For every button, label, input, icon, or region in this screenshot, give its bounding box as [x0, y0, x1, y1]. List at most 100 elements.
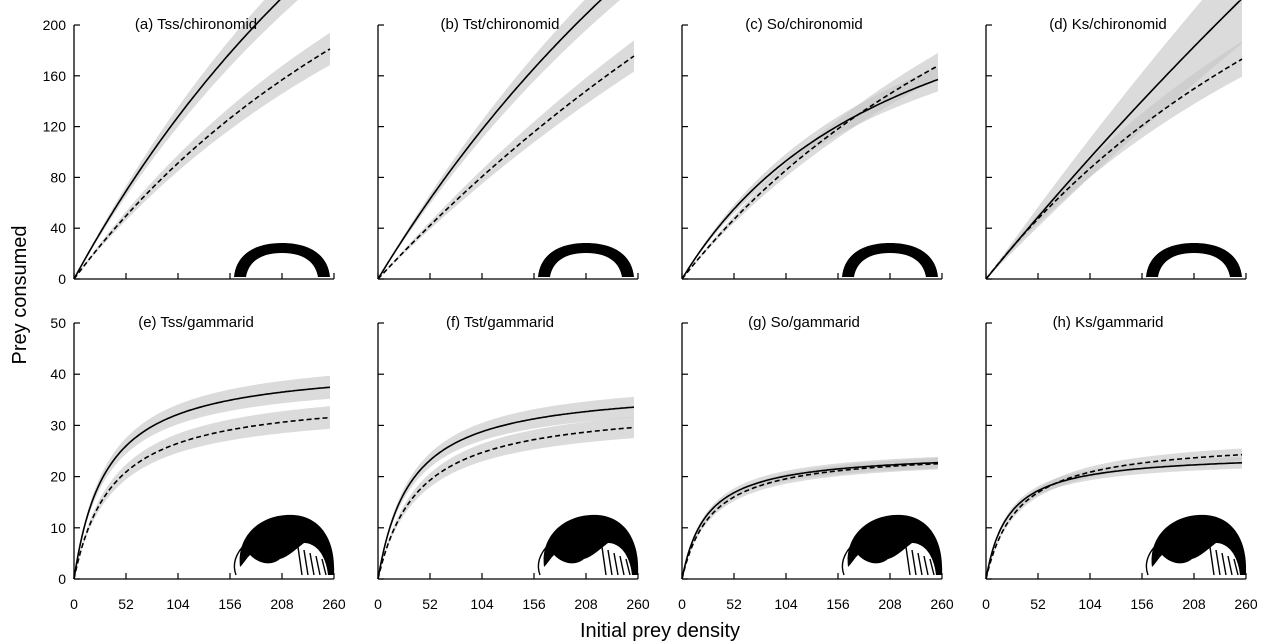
dashed-series-line: [73, 416, 331, 580]
confidence-band: [986, 41, 1242, 279]
gammarid-leg-icon: [613, 552, 619, 576]
confidence-band: [74, 375, 330, 579]
solid-series-line: [681, 78, 939, 280]
gammarid-leg-icon: [297, 546, 303, 576]
x-tick-label: 260: [930, 596, 954, 612]
solid-series-line: [73, 386, 331, 580]
gammarid-leg-icon: [905, 546, 911, 576]
gammarid-antenna-icon: [1145, 542, 1159, 576]
gammarid-claw-icon: [875, 546, 893, 556]
gammarid-leg-icon: [607, 549, 613, 576]
solid-series-line: [681, 461, 938, 580]
panel-title: (b) Tst/chironomid: [441, 16, 560, 33]
gammarid-leg-icon: [1215, 549, 1221, 576]
chart-panel: (d) Ks/chironomid: [985, 0, 1247, 280]
chart-panel: 0 52 104 156 208 260 (f) Tst/gammarid: [374, 314, 650, 612]
dashed-series-line: [73, 48, 331, 280]
dashed-series-line: [377, 426, 635, 580]
y-tick-label: 40: [50, 366, 66, 382]
x-axis-title: Initial prey density: [580, 620, 740, 642]
x-tick-label: 156: [218, 596, 242, 612]
chironomid-silhouette-icon: [538, 243, 634, 277]
x-tick-label: 0: [374, 596, 382, 612]
y-tick-label: 200: [43, 17, 67, 33]
gammarid-antenna-icon: [841, 542, 855, 576]
chart-panel: (c) So/chironomid: [681, 16, 943, 280]
y-tick-label: 30: [50, 417, 66, 433]
chironomid-silhouette-icon: [234, 243, 330, 277]
panel-title: (g) So/gammarid: [748, 314, 860, 331]
chart-panel: 0 52 104 156 208 260 (h) Ks/gammarid: [982, 314, 1258, 612]
panel-title: (c) So/chironomid: [745, 16, 863, 33]
gammarid-claw-icon: [571, 546, 589, 556]
x-tick-label: 52: [118, 596, 134, 612]
chart-panel: 0 52 104 156 208 260 (g) So/gammarid: [678, 314, 954, 612]
gammarid-silhouette-icon: [847, 514, 943, 575]
panel-title: (d) Ks/chironomid: [1049, 16, 1167, 33]
confidence-band: [682, 53, 938, 279]
dashed-series-line: [681, 65, 939, 280]
gammarid-leg-icon: [619, 555, 625, 576]
gammarid-leg-icon: [1209, 546, 1215, 576]
x-tick-label: 52: [726, 596, 742, 612]
x-tick-label: 208: [1182, 596, 1206, 612]
dashed-series-line: [681, 462, 939, 580]
gammarid-leg-icon: [1221, 552, 1227, 576]
dashed-series-line: [985, 58, 1243, 280]
x-tick-label: 0: [678, 596, 686, 612]
x-tick-label: 0: [70, 596, 78, 612]
dashed-series-line: [377, 55, 635, 280]
gammarid-leg-icon: [309, 552, 315, 576]
chart-panel: 0 10 20 30 40 50 0 52 104 156 208 260 (e) Tss/gammar…: [50, 314, 345, 612]
x-tick-label: 208: [270, 596, 294, 612]
gammarid-leg-icon: [601, 546, 607, 576]
gammarid-leg-icon: [1233, 558, 1239, 576]
x-tick-label: 156: [522, 596, 546, 612]
panel-title: (h) Ks/gammarid: [1053, 314, 1164, 331]
x-tick-label: 208: [878, 596, 902, 612]
solid-series-line: [73, 0, 281, 280]
gammarid-leg-icon: [917, 552, 923, 576]
x-tick-label: 260: [322, 596, 346, 612]
y-tick-label: 50: [50, 315, 66, 331]
chart-panel: (b) Tst/chironomid: [377, 0, 639, 280]
x-tick-label: 52: [1030, 596, 1046, 612]
gammarid-leg-icon: [923, 555, 929, 576]
gammarid-silhouette-icon: [239, 514, 335, 575]
gammarid-leg-icon: [625, 558, 631, 576]
x-tick-label: 104: [470, 596, 494, 612]
gammarid-silhouette-icon: [1151, 514, 1247, 575]
y-tick-label: 160: [43, 68, 67, 84]
x-tick-label: 0: [982, 596, 990, 612]
y-tick-label: 20: [50, 469, 66, 485]
x-tick-label: 260: [626, 596, 650, 612]
gammarid-claw-icon: [1179, 546, 1197, 556]
panel-title: (a) Tss/chironomid: [135, 16, 257, 33]
solid-series-line: [985, 461, 1242, 580]
x-tick-label: 104: [774, 596, 798, 612]
gammarid-leg-icon: [911, 549, 917, 576]
x-tick-label: 156: [1130, 596, 1154, 612]
confidence-band: [378, 416, 634, 579]
chart-panel: 0 40 80 120 160 200 (a) Tss/chironomid: [43, 0, 335, 287]
gammarid-leg-icon: [321, 558, 327, 576]
gammarid-leg-icon: [315, 555, 321, 576]
y-tick-label: 10: [50, 520, 66, 536]
chironomid-silhouette-icon: [842, 243, 938, 277]
confidence-band: [682, 457, 938, 579]
x-tick-label: 52: [422, 596, 438, 612]
y-tick-label: 0: [58, 571, 66, 587]
x-tick-label: 156: [826, 596, 850, 612]
chironomid-silhouette-icon: [1146, 243, 1242, 277]
dashed-series-line: [985, 453, 1243, 580]
panel-title: (f) Tst/gammarid: [446, 314, 554, 331]
confidence-band: [378, 396, 634, 579]
gammarid-silhouette-icon: [543, 514, 639, 575]
confidence-band: [74, 32, 330, 279]
confidence-band: [74, 406, 330, 579]
gammarid-leg-icon: [1227, 555, 1233, 576]
gammarid-antenna-icon: [537, 542, 551, 576]
y-axis-title: Prey consumed: [9, 226, 31, 365]
